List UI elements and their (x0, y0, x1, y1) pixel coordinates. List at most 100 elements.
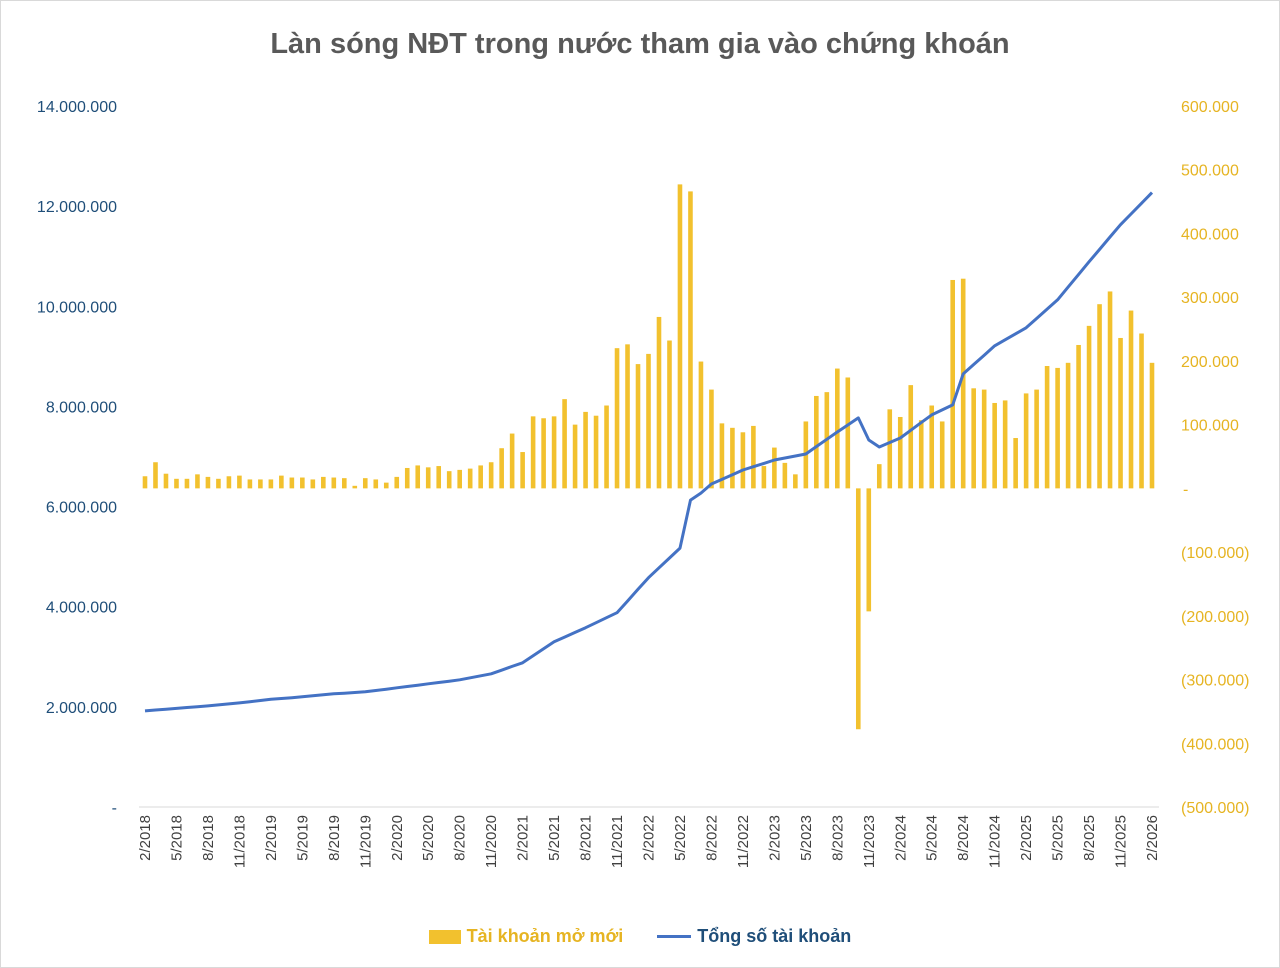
legend-label-bars: Tài khoản mở mới (466, 926, 624, 946)
x-axis-tick-label: 11/2021 (609, 815, 626, 868)
left-axis-tick-label: 10.000.000 (37, 299, 117, 316)
bar-new-accounts (1139, 333, 1144, 489)
bar-new-accounts (488, 462, 494, 489)
bar-new-accounts (362, 478, 368, 489)
x-axis-tick-label: 2/2023 (766, 815, 783, 861)
chart-title: Làn sóng NĐT trong nước tham gia vào chứ… (270, 28, 1010, 60)
bar-new-accounts (509, 433, 515, 489)
x-axis-tick-label: 8/2021 (578, 815, 595, 861)
right-axis-tick-label: 400.000 (1181, 226, 1239, 243)
x-axis-tick-label: 2/2026 (1144, 815, 1161, 861)
bar-new-accounts (205, 476, 211, 489)
x-axis-tick-label: 5/2024 (924, 815, 941, 861)
bar-new-accounts (163, 473, 169, 489)
bar-new-accounts (876, 464, 882, 489)
x-axis-tick-label: 5/2025 (1050, 815, 1067, 861)
bar-new-accounts (153, 462, 158, 489)
bar-new-accounts (992, 402, 997, 489)
left-axis-tick-label: 14.000.000 (37, 99, 117, 116)
bar-new-accounts (279, 475, 284, 489)
bar-new-accounts (971, 388, 976, 489)
bar-new-accounts (404, 467, 410, 489)
bar-new-accounts (342, 478, 347, 489)
right-axis-tick-label: (100.000) (1181, 545, 1250, 562)
bar-new-accounts (740, 432, 746, 489)
bar-new-accounts (258, 479, 263, 489)
x-axis-tick-label: 2/2021 (515, 815, 532, 861)
bar-new-accounts (1055, 367, 1060, 489)
bar-new-accounts (1149, 362, 1155, 489)
x-axis-tick-label: 8/2023 (829, 815, 846, 861)
bar-new-accounts (321, 476, 326, 489)
bar-new-accounts (289, 477, 295, 489)
bar-new-accounts (415, 465, 421, 489)
bar-new-accounts (1002, 400, 1008, 489)
bar-new-accounts (656, 316, 662, 489)
right-axis-tick-label: (200.000) (1181, 609, 1250, 626)
bar-new-accounts (887, 409, 893, 489)
bar-new-accounts (614, 348, 620, 489)
bar-new-accounts (918, 420, 924, 489)
bar-new-accounts (331, 477, 337, 489)
right-axis-tick-label: 300.000 (1181, 290, 1239, 307)
x-axis-tick-label: 8/2024 (955, 815, 972, 861)
bar-new-accounts (929, 405, 935, 489)
bar-new-accounts (310, 479, 316, 489)
x-axis-tick-label: 5/2020 (420, 815, 437, 861)
bar-new-accounts (572, 424, 578, 489)
x-axis-tick-label: 11/2024 (987, 815, 1004, 868)
bar-new-accounts (1044, 366, 1050, 489)
right-axis-tick-label: 600.000 (1181, 99, 1239, 116)
bar-new-accounts (782, 462, 788, 489)
bar-new-accounts (761, 466, 767, 489)
left-axis-tick-label: 2.000.000 (46, 700, 117, 717)
x-axis-tick-label: 5/2023 (798, 815, 815, 861)
bar-new-accounts (520, 452, 525, 489)
bar-new-accounts (1013, 438, 1018, 489)
bar-new-accounts (667, 340, 672, 489)
bar-new-accounts (950, 279, 955, 489)
right-axis-tick-label: (300.000) (1181, 673, 1250, 690)
bar-new-accounts (184, 478, 190, 489)
x-axis-tick-label: 2/2025 (1018, 815, 1035, 861)
bar-new-accounts (174, 478, 179, 489)
bar-new-accounts (1034, 389, 1039, 489)
x-axis-tick-label: 2/2024 (892, 815, 909, 861)
right-axis-tick-label: 100.000 (1181, 418, 1239, 435)
bar-new-accounts (1128, 310, 1134, 489)
x-axis-tick-label: 8/2022 (703, 815, 720, 861)
bar-new-accounts (425, 467, 431, 489)
bar-new-accounts (226, 476, 232, 489)
bar-new-accounts (855, 488, 861, 730)
legend-line-swatch (657, 935, 692, 938)
x-axis-tick-label: 8/2025 (1081, 815, 1098, 861)
bar-new-accounts (593, 415, 599, 489)
bar-new-accounts (373, 479, 379, 489)
right-axis-tick-label: (400.000) (1181, 736, 1250, 753)
bar-new-accounts (446, 471, 452, 489)
x-axis-tick-label: 11/2022 (735, 815, 752, 868)
bar-new-accounts (772, 447, 777, 489)
bar-new-accounts (1023, 393, 1029, 489)
x-axis-tick-label: 11/2023 (861, 815, 878, 868)
x-axis-tick-label: 11/2018 (231, 815, 248, 868)
x-axis-tick-label: 8/2020 (452, 815, 469, 861)
bar-new-accounts (478, 465, 483, 489)
legend-item-line: Tổng số tài khoản (657, 926, 851, 947)
left-axis-tick-label: 12.000.000 (37, 199, 117, 216)
bar-new-accounts (394, 476, 400, 489)
bar-new-accounts (939, 421, 945, 489)
bar-new-accounts (698, 361, 704, 489)
right-axis-tick-label: 500.000 (1181, 163, 1239, 180)
bar-new-accounts (845, 377, 851, 489)
bar-new-accounts (300, 477, 305, 489)
bar-new-accounts (793, 474, 798, 489)
bar-new-accounts (247, 479, 253, 489)
bar-new-accounts (237, 475, 242, 489)
bar-new-accounts (530, 416, 536, 489)
left-axis-tick-label: 6.000.000 (46, 500, 117, 517)
right-axis-tick-label: 200.000 (1181, 354, 1239, 371)
bar-new-accounts (383, 482, 389, 489)
bar-new-accounts (142, 476, 148, 489)
bar-new-accounts (541, 418, 546, 489)
